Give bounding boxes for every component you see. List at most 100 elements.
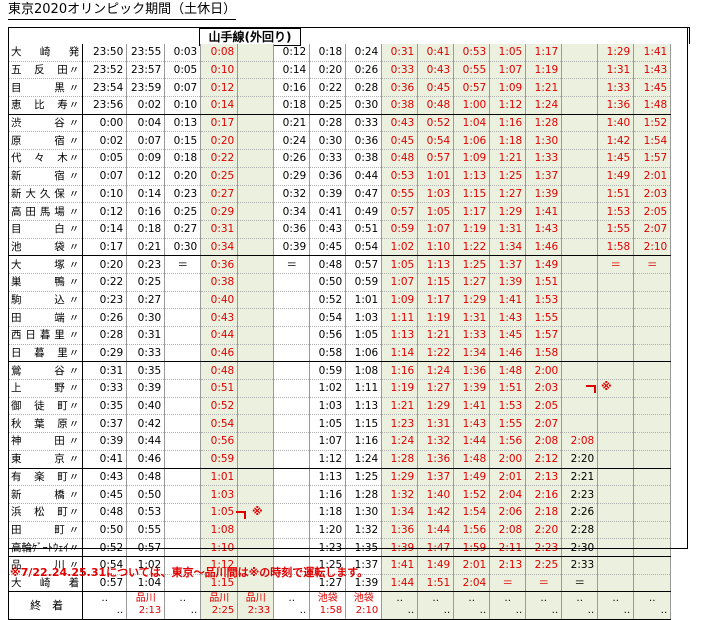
time-cell: 1:56 xyxy=(453,521,491,540)
time-cell: 0:05 xyxy=(164,61,202,80)
time-cell: 0:18 xyxy=(126,220,166,239)
time-cell: 1:27 xyxy=(453,273,491,292)
time-cell: 2:03 xyxy=(633,185,672,204)
terminal-station: ‥ xyxy=(432,593,440,605)
time-cell: 0:45 xyxy=(417,78,455,98)
time-cell: 1:41 xyxy=(633,44,672,62)
time-cell: 1:31 xyxy=(597,61,635,80)
time-cell: 0:29 xyxy=(200,202,239,221)
time-cell: 0:20 xyxy=(82,255,128,274)
terminal-station: ‥ xyxy=(648,593,656,605)
time-cell xyxy=(597,485,635,504)
time-cell: 0:57 xyxy=(381,202,419,221)
time-cell: 0:55 xyxy=(453,61,491,80)
time-cell: 0:16 xyxy=(126,202,166,221)
time-cell: 0:47 xyxy=(345,185,383,204)
time-cell: 0:09 xyxy=(126,149,166,168)
terminal-time: ‥ xyxy=(407,605,415,617)
time-cell: 0:10 xyxy=(164,96,202,115)
time-cell: 1:15 xyxy=(417,273,455,292)
time-cell: 1:44 xyxy=(381,574,419,593)
time-cell: 1:12 xyxy=(489,96,527,115)
time-cell xyxy=(237,344,275,363)
terminal-cell: ‥ ‥ xyxy=(489,591,527,620)
time-cell: 1:41 xyxy=(525,202,563,221)
time-cell: 2:26 xyxy=(561,503,599,522)
station-name: 代 々 木〃 xyxy=(7,149,84,168)
time-cell: 2:11 xyxy=(489,538,527,557)
time-cell xyxy=(561,131,599,151)
time-cell: 0:30 xyxy=(126,308,166,327)
terminal-station: ‥ xyxy=(101,593,109,605)
time-cell xyxy=(633,379,672,398)
time-cell xyxy=(633,556,672,575)
time-cell: 1:05 xyxy=(309,414,347,434)
time-cell: 1:21 xyxy=(525,78,563,98)
table-row: 上 野〃 0:33 0:39 0:51 1:02 1:11 1:19 1:27 1:39 1:51… xyxy=(7,379,672,398)
time-cell: 23:50 xyxy=(82,44,128,62)
time-cell xyxy=(237,61,275,80)
time-cell xyxy=(633,291,672,310)
time-cell xyxy=(164,432,202,451)
time-cell: 1:17 xyxy=(525,44,563,62)
time-cell: 1:24 xyxy=(345,450,383,469)
time-cell: 0:31 xyxy=(381,44,419,62)
time-cell xyxy=(273,379,311,398)
time-cell: 1:41 xyxy=(453,397,491,416)
time-cell xyxy=(237,468,275,487)
time-cell xyxy=(237,379,275,398)
time-cell: 0:20 xyxy=(200,131,239,151)
time-cell: 1:53 xyxy=(489,397,527,416)
time-cell xyxy=(273,468,311,487)
time-cell: 0:59 xyxy=(381,220,419,239)
time-cell: 1:36 xyxy=(597,96,635,115)
terminal-cell: ‥ ‥ xyxy=(453,591,491,620)
time-cell xyxy=(164,503,202,522)
time-cell: 0:33 xyxy=(82,379,128,398)
time-cell xyxy=(237,308,275,327)
time-cell: 2:23 xyxy=(561,485,599,504)
time-cell: 0:48 xyxy=(381,149,419,168)
station-name: 高輪ｹﾞｰﾄｳｪｲ〃 xyxy=(7,538,84,557)
terminal-station: 品川 xyxy=(245,593,266,605)
time-cell: 0:32 xyxy=(273,185,311,204)
time-cell: 1:16 xyxy=(381,361,419,381)
time-cell: 2:01 xyxy=(453,556,491,575)
time-cell xyxy=(237,326,275,345)
terminal-time: 1:58 xyxy=(319,605,343,617)
time-cell xyxy=(237,220,275,239)
time-cell: 1:37 xyxy=(525,167,563,186)
table-row: 渋 谷〃 0:00 0:04 0:13 0:17 0:21 0:28 0:33 0:43 0:52… xyxy=(7,114,672,133)
time-cell: 0:57 xyxy=(453,78,491,98)
station-name: 日 暮 里〃 xyxy=(7,344,84,363)
time-cell: 0:38 xyxy=(200,273,239,292)
time-cell: 1:46 xyxy=(489,344,527,363)
time-cell: 1:43 xyxy=(453,414,491,434)
time-cell: 2:23 xyxy=(525,538,563,557)
time-cell: 1:25 xyxy=(453,255,491,274)
time-cell: 1:13 xyxy=(453,167,491,186)
time-cell: 1:56 xyxy=(489,432,527,451)
time-cell: 0:22 xyxy=(82,273,128,292)
time-cell xyxy=(273,450,311,469)
time-cell xyxy=(273,397,311,416)
time-cell xyxy=(561,255,599,274)
station-name: 品 川〃 xyxy=(7,556,84,575)
time-cell: 0:23 xyxy=(164,185,202,204)
time-cell: 0:50 xyxy=(309,273,347,292)
time-cell xyxy=(561,44,599,62)
time-cell xyxy=(561,220,599,239)
time-cell: 0:12 xyxy=(126,167,166,186)
table-row: 西日暮里〃 0:28 0:31 0:44 0:56 1:05 1:13 1:21 1:33 1:4… xyxy=(7,326,672,345)
time-cell: 2:06 xyxy=(489,503,527,522)
time-cell xyxy=(237,238,275,257)
time-cell: 0:28 xyxy=(82,326,128,345)
special-mark-1: ※ xyxy=(252,505,263,518)
time-cell: 2:21 xyxy=(561,468,599,487)
time-cell xyxy=(273,521,311,540)
time-cell xyxy=(633,344,672,363)
table-row: 日 暮 里〃 0:29 0:33 0:46 0:58 1:06 1:14 1:22 1:34 1:… xyxy=(7,344,672,363)
station-name: 大 崎 発 xyxy=(7,44,84,62)
time-cell xyxy=(633,361,672,381)
time-cell: 1:55 xyxy=(597,220,635,239)
